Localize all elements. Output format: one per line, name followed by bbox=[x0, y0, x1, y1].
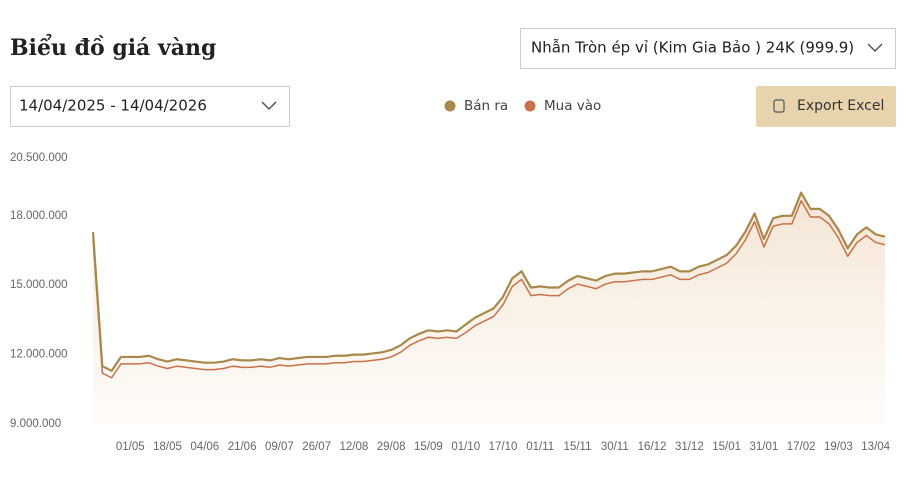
area bbox=[93, 192, 885, 424]
excel-icon bbox=[773, 99, 785, 113]
x-tick-label: 29/08 bbox=[377, 441, 406, 453]
button-text: Export Excel bbox=[797, 98, 884, 114]
legend-marker bbox=[444, 100, 456, 112]
x-tick-label: 30/11 bbox=[601, 441, 629, 453]
select-box[interactable] bbox=[520, 28, 896, 69]
x-tick-label: 01/10 bbox=[451, 441, 480, 453]
line bbox=[92, 200, 886, 379]
x-tick-label: 01/11 bbox=[526, 441, 554, 453]
export-button[interactable]: Export Excel bbox=[756, 86, 896, 127]
x-tick-label: 31/01 bbox=[749, 441, 778, 453]
x-tick-label: 01/05 bbox=[116, 441, 145, 453]
x-tick-label: 18/05 bbox=[153, 441, 182, 453]
button-bg[interactable] bbox=[756, 86, 896, 127]
legend-label: Mua vào bbox=[544, 98, 601, 114]
x-tick-label: 16/12 bbox=[638, 441, 667, 453]
x-tick-label: 17/02 bbox=[787, 441, 816, 453]
legend-label: Bán ra bbox=[464, 98, 508, 114]
y-tick-label: 9.000.000 bbox=[10, 418, 61, 430]
chevron bbox=[867, 43, 883, 53]
x-tick-label: 21/06 bbox=[228, 441, 257, 453]
date-select[interactable]: 14/04/2025 - 14/04/2026 bbox=[10, 86, 290, 127]
line bbox=[91, 191, 886, 372]
product-select[interactable]: Nhẫn Tròn ép vỉ (Kim Gia Bảo ) 24K (999.… bbox=[520, 28, 896, 69]
y-tick-label: 15.000.000 bbox=[10, 279, 68, 291]
x-tick-label: 26/07 bbox=[302, 441, 331, 453]
chart-title: Biểu đồ giá vàng bbox=[10, 33, 216, 61]
y-tick-label: 18.000.000 bbox=[10, 210, 68, 222]
x-tick-label: 17/10 bbox=[489, 441, 518, 453]
y-tick-label: 20.500.000 bbox=[10, 152, 68, 164]
date-box[interactable] bbox=[10, 86, 290, 127]
x-tick-label: 09/07 bbox=[265, 441, 294, 453]
select-text: Nhẫn Tròn ép vỉ (Kim Gia Bảo ) 24K (999.… bbox=[531, 39, 854, 57]
x-tick-label: 19/03 bbox=[824, 441, 853, 453]
y-tick-label: 12.000.000 bbox=[10, 349, 68, 361]
x-tick-label: 15/01 bbox=[712, 441, 741, 453]
date-text: 14/04/2025 - 14/04/2026 bbox=[19, 97, 207, 115]
chevron bbox=[261, 101, 277, 111]
legend-marker bbox=[524, 100, 536, 112]
x-tick-label: 31/12 bbox=[675, 441, 704, 453]
x-tick-label: 15/09 bbox=[414, 441, 443, 453]
plot: 9.000.000 12.000.000 15.000.000 18.000.000 2… bbox=[10, 152, 891, 453]
x-tick-label: 15/11 bbox=[564, 441, 592, 453]
legend: Bán ra Mua vào bbox=[444, 98, 601, 114]
x-tick-label: 12/08 bbox=[340, 441, 369, 453]
x-tick-label: 13/04 bbox=[861, 441, 890, 453]
x-tick-label: 04/06 bbox=[190, 441, 219, 453]
